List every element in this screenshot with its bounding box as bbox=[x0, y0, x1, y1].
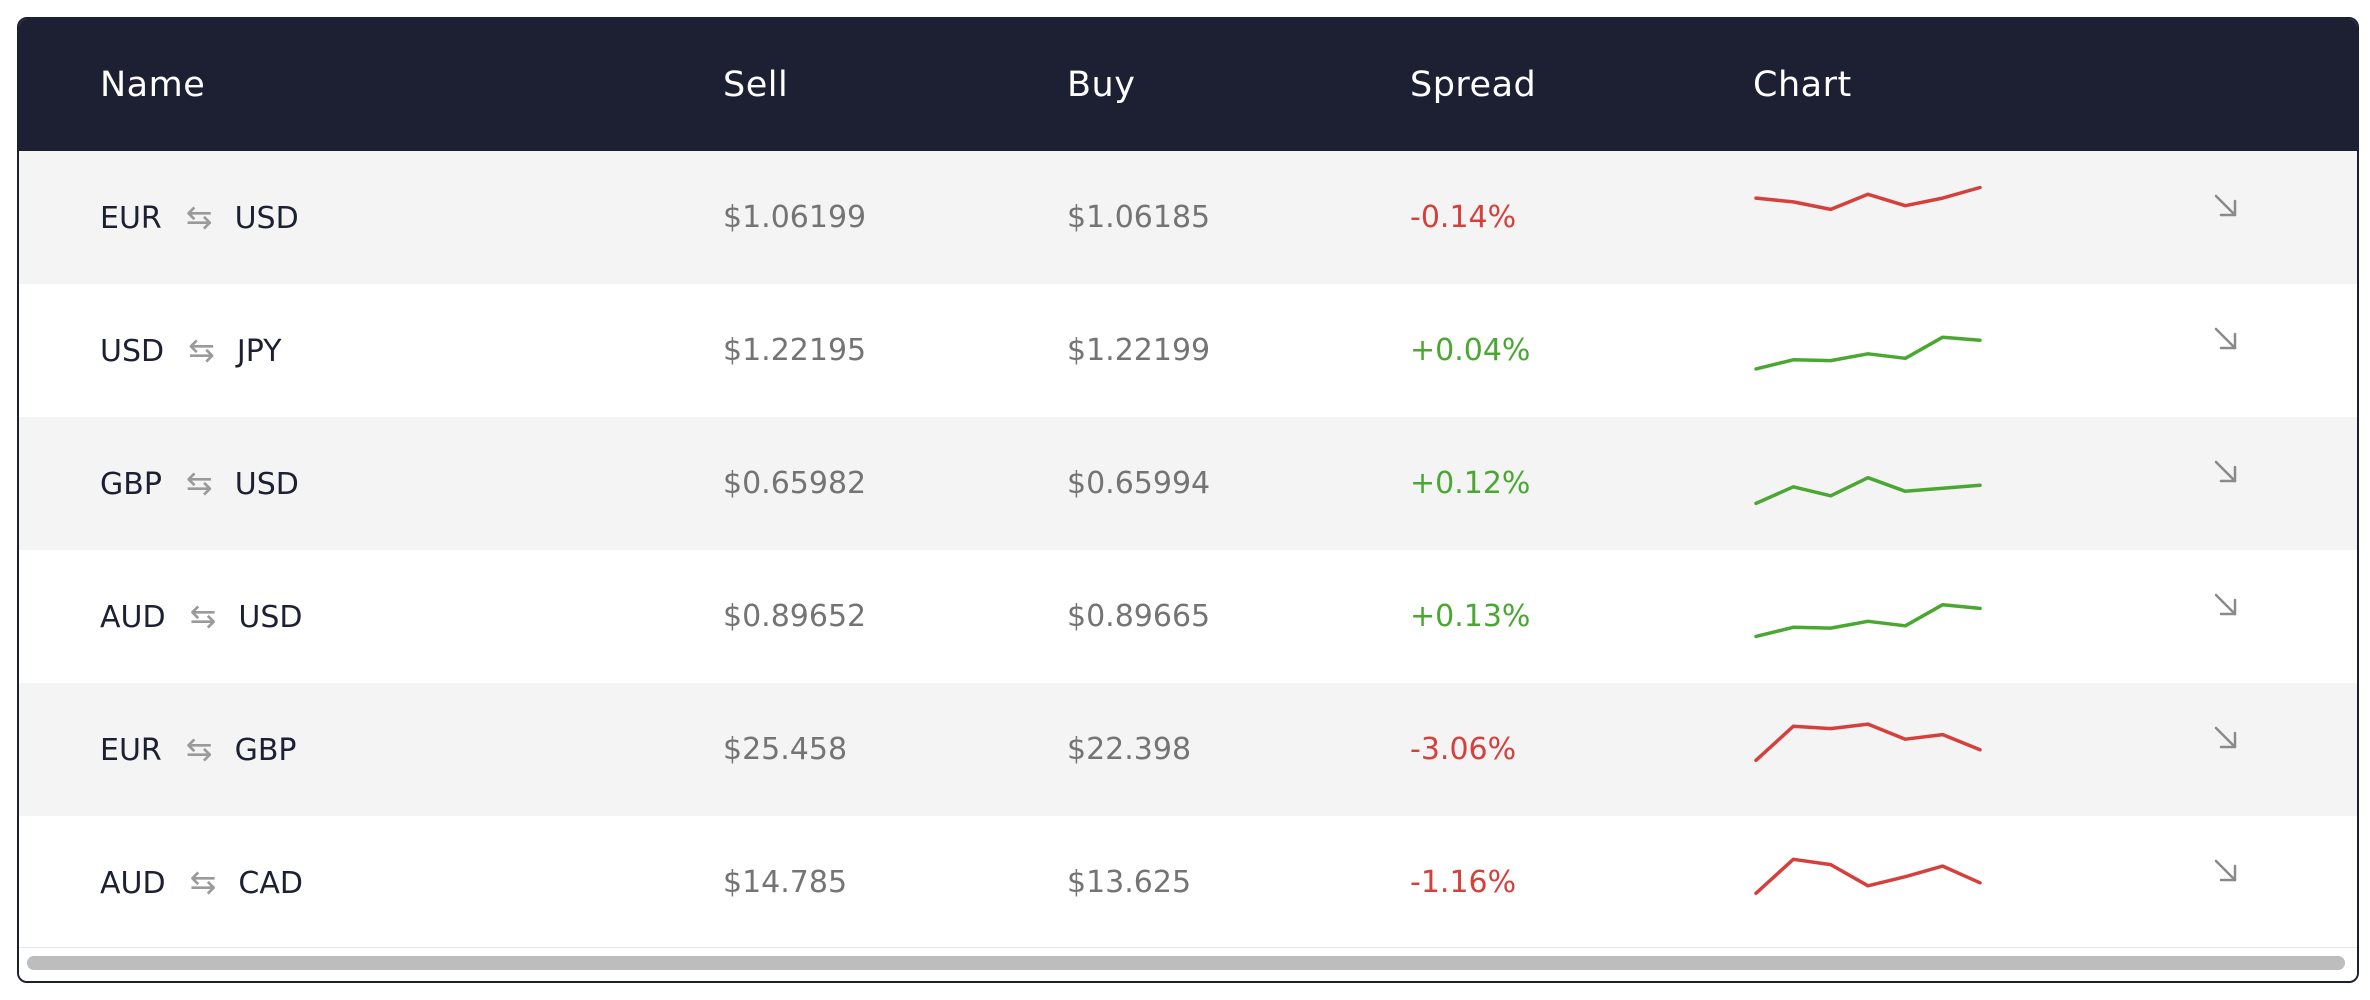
base-currency: EUR bbox=[100, 733, 162, 768]
pair-name[interactable]: AUD ⇆ USD bbox=[100, 550, 303, 683]
swap-arrows-icon: ⇆ bbox=[189, 863, 217, 901]
buy-price: $13.625 bbox=[1067, 865, 1192, 900]
table-row[interactable]: EUR ⇆ GBP $25.458 $22.398 -3.06% bbox=[19, 683, 2357, 816]
sparkline-chart bbox=[1754, 475, 1982, 506]
arrow-down-right-icon[interactable] bbox=[2211, 590, 2241, 620]
sell-price: $0.65982 bbox=[723, 466, 867, 501]
sparkline-series bbox=[1754, 857, 1982, 896]
column-header-chart: Chart bbox=[1753, 65, 1852, 105]
table-row[interactable]: AUD ⇆ CAD $14.785 $13.625 -1.16% bbox=[19, 816, 2357, 949]
table-row[interactable]: USD ⇆ JPY $1.22195 $1.22199 +0.04% bbox=[19, 284, 2357, 417]
arrow-down-right-icon[interactable] bbox=[2211, 324, 2241, 354]
spread-value: -3.06% bbox=[1410, 732, 1517, 767]
spread-value: -0.14% bbox=[1410, 200, 1517, 235]
arrow-down-right-icon[interactable] bbox=[2211, 856, 2241, 886]
quote-currency: GBP bbox=[234, 733, 297, 768]
base-currency: USD bbox=[100, 334, 165, 369]
buy-price: $1.22199 bbox=[1067, 333, 1211, 368]
arrow-down-right-icon[interactable] bbox=[2211, 457, 2241, 487]
quote-currency: USD bbox=[234, 467, 299, 502]
quote-currency: USD bbox=[238, 600, 303, 635]
spread-value: +0.13% bbox=[1410, 599, 1531, 634]
sell-price: $1.22195 bbox=[723, 333, 867, 368]
base-currency: EUR bbox=[100, 201, 162, 236]
scrollbar-thumb[interactable] bbox=[27, 956, 2345, 970]
swap-arrows-icon: ⇆ bbox=[188, 331, 215, 369]
swap-arrows-icon: ⇆ bbox=[189, 597, 217, 635]
sparkline-series bbox=[1754, 475, 1982, 506]
spread-value: +0.12% bbox=[1410, 466, 1531, 501]
quote-currency: JPY bbox=[236, 334, 282, 369]
pair-name[interactable]: USD ⇆ JPY bbox=[100, 284, 282, 417]
swap-arrows-icon: ⇆ bbox=[185, 198, 213, 236]
sparkline-series bbox=[1754, 335, 1982, 371]
swap-arrows-icon: ⇆ bbox=[185, 730, 213, 768]
base-currency: AUD bbox=[100, 866, 166, 901]
sell-price: $25.458 bbox=[723, 732, 848, 767]
sell-price: $14.785 bbox=[723, 865, 848, 900]
column-header-spread: Spread bbox=[1410, 65, 1537, 105]
column-header-sell: Sell bbox=[723, 65, 789, 105]
sparkline-chart bbox=[1754, 335, 1982, 371]
sparkline-chart bbox=[1754, 857, 1982, 896]
sparkline-series bbox=[1754, 602, 1982, 639]
buy-price: $0.89665 bbox=[1067, 599, 1211, 634]
swap-arrows-icon: ⇆ bbox=[185, 464, 213, 502]
buy-price: $0.65994 bbox=[1067, 466, 1211, 501]
sell-price: $0.89652 bbox=[723, 599, 867, 634]
pair-name[interactable]: EUR ⇆ USD bbox=[100, 151, 299, 284]
spread-value: +0.04% bbox=[1410, 333, 1531, 368]
sell-price: $1.06199 bbox=[723, 200, 867, 235]
pair-name[interactable]: GBP ⇆ USD bbox=[100, 417, 299, 550]
base-currency: AUD bbox=[100, 600, 166, 635]
base-currency: GBP bbox=[100, 467, 162, 502]
pair-name[interactable]: EUR ⇆ GBP bbox=[100, 683, 297, 816]
column-header-buy: Buy bbox=[1067, 65, 1136, 105]
spread-value: -1.16% bbox=[1410, 865, 1517, 900]
buy-price: $22.398 bbox=[1067, 732, 1192, 767]
sparkline-chart bbox=[1754, 722, 1982, 763]
quote-currency: CAD bbox=[238, 866, 303, 901]
buy-price: $1.06185 bbox=[1067, 200, 1211, 235]
table-header: Name Sell Buy Spread Chart bbox=[19, 19, 2357, 151]
sparkline-series bbox=[1754, 722, 1982, 763]
arrow-down-right-icon[interactable] bbox=[2211, 191, 2241, 221]
column-header-name: Name bbox=[100, 65, 206, 105]
sparkline-series bbox=[1754, 185, 1982, 212]
table-row[interactable]: AUD ⇆ USD $0.89652 $0.89665 +0.13% bbox=[19, 550, 2357, 683]
arrow-down-right-icon[interactable] bbox=[2211, 723, 2241, 753]
quote-currency: USD bbox=[234, 201, 299, 236]
horizontal-scrollbar[interactable] bbox=[19, 947, 2357, 981]
pair-name[interactable]: AUD ⇆ CAD bbox=[100, 816, 303, 949]
sparkline-chart bbox=[1754, 602, 1982, 639]
table-row[interactable]: EUR ⇆ USD $1.06199 $1.06185 -0.14% bbox=[19, 151, 2357, 284]
forex-table: WikiFX WikiFX WikiFX WikiFX WikiFX WikiF… bbox=[17, 17, 2359, 983]
sparkline-chart bbox=[1754, 185, 1982, 212]
table-row[interactable]: GBP ⇆ USD $0.65982 $0.65994 +0.12% bbox=[19, 417, 2357, 550]
